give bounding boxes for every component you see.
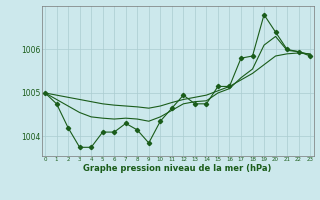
X-axis label: Graphe pression niveau de la mer (hPa): Graphe pression niveau de la mer (hPa)	[84, 164, 272, 173]
